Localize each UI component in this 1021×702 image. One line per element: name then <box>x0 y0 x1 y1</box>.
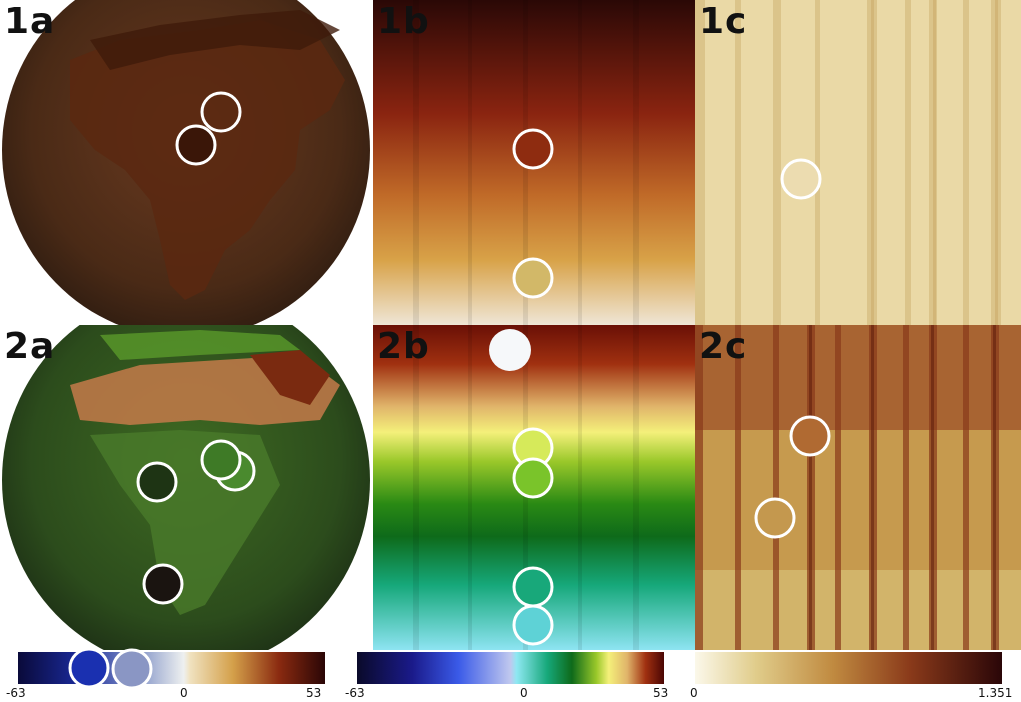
marker-circle <box>136 461 178 503</box>
marker-circle <box>780 158 822 200</box>
field-2c <box>695 325 1021 650</box>
marker-circle <box>111 648 153 690</box>
marker-circle <box>512 257 554 299</box>
marker-circle <box>175 124 217 166</box>
marker-circle <box>200 439 242 481</box>
colorbar-min-label: 0 <box>690 686 698 700</box>
colorbar-markers <box>68 647 153 690</box>
panel-label: 2a <box>4 326 56 367</box>
marker-circle <box>512 457 554 499</box>
marker-circle <box>489 329 531 371</box>
colorbar-max-label: 53 <box>306 686 322 700</box>
colorbar-mid-label: 0 <box>520 686 528 700</box>
marker-circle <box>142 563 184 605</box>
colorbar-max-label: 1.351 <box>978 686 1013 700</box>
colorbar-middle: -63 0 53 <box>345 652 668 700</box>
panel-label: 2c <box>699 326 748 367</box>
panel-2a: 2a <box>0 325 373 650</box>
highland-region <box>250 350 330 405</box>
colorbar-max-label: 53 <box>653 686 669 700</box>
panel-label: 1b <box>377 1 430 42</box>
marker-circle <box>512 604 554 646</box>
field-1c <box>695 0 1021 325</box>
marker-circle <box>512 566 554 608</box>
globe-2a <box>0 325 373 650</box>
europe-region <box>100 330 300 360</box>
marker-circle <box>789 415 831 457</box>
marker-circle <box>200 91 242 133</box>
colorbar-min-label: -63 <box>6 686 26 700</box>
marker-circle <box>512 128 554 170</box>
colorbar-min-label: -63 <box>345 686 365 700</box>
marker-circle <box>68 647 110 689</box>
globe-1a <box>0 0 373 325</box>
panel-1b: 1b <box>373 0 695 325</box>
colorbar-left: -63 0 53 <box>6 647 325 700</box>
panel-2c: 2c <box>695 325 1021 650</box>
panel-2b: 2b <box>373 325 695 650</box>
panel-label: 1a <box>4 1 56 42</box>
colorbar-right: 0 1.351 <box>690 652 1012 700</box>
field-2b <box>373 325 695 650</box>
field-1b <box>373 0 695 325</box>
panel-1c: 1c <box>695 0 1021 325</box>
marker-circle <box>754 497 796 539</box>
panel-1a: 1a <box>0 0 373 325</box>
panel-label: 1c <box>699 1 748 42</box>
continent-north <box>90 10 340 70</box>
colorbar-mid-label: 0 <box>180 686 188 700</box>
panel-label: 2b <box>377 326 430 367</box>
colorbar-strip <box>695 652 1002 684</box>
colorbar-strip <box>357 652 664 684</box>
